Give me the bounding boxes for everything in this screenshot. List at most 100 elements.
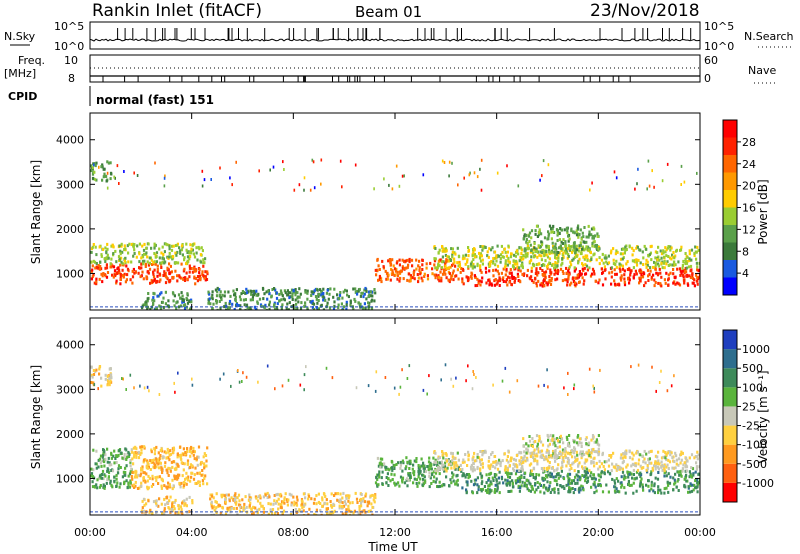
heatmap-cell [598, 256, 601, 260]
heatmap-cell [210, 494, 214, 498]
heatmap-cell [567, 482, 570, 486]
heatmap-cell [102, 175, 105, 179]
heatmap-cell [436, 469, 439, 473]
heatmap-cell [539, 250, 542, 254]
heatmap-cell [540, 258, 543, 262]
heatmap-cell [559, 227, 562, 230]
heatmap-cell [348, 513, 352, 515]
heatmap-cell [107, 468, 110, 472]
heatmap-cell [550, 227, 553, 231]
heatmap-cell [451, 253, 454, 257]
heatmap-cell [409, 459, 412, 463]
heatmap-cell [183, 279, 187, 282]
heatmap-cell [670, 257, 673, 261]
heatmap-cell [138, 260, 141, 264]
heatmap-cell [614, 485, 617, 489]
heatmap-cell [392, 264, 395, 268]
heatmap-cell [345, 300, 348, 304]
heatmap-cell [575, 450, 578, 454]
heatmap-cell [125, 479, 128, 483]
heatmap-cell [512, 264, 515, 268]
heatmap-cell [550, 279, 553, 283]
heatmap-cell [330, 492, 333, 496]
heatmap-cell [376, 269, 379, 273]
heatmap-cell [628, 268, 631, 272]
heatmap-cell [334, 492, 337, 496]
heatmap-cell [687, 283, 690, 287]
heatmap-cell [147, 474, 150, 478]
heatmap-cell [148, 510, 151, 514]
heatmap-cell [668, 460, 672, 464]
heatmap-cell [199, 278, 202, 282]
heatmap-cell [648, 266, 652, 270]
heatmap-cell [465, 491, 468, 495]
heatmap-cell [636, 450, 639, 454]
heatmap-cell [381, 259, 384, 263]
heatmap-cell [154, 463, 157, 467]
heatmap-cell [163, 250, 166, 254]
heatmap-cell [665, 454, 668, 457]
heatmap-cell [678, 473, 681, 477]
heatmap-cell [393, 467, 396, 470]
y-tick-label: 3000 [56, 178, 84, 191]
heatmap-cell [518, 462, 521, 466]
heatmap-cell [629, 273, 632, 277]
heatmap-cell [692, 281, 695, 285]
heatmap-cell [254, 308, 257, 310]
heatmap-cell [180, 262, 183, 266]
heatmap-cell [428, 456, 431, 460]
heatmap-cell [672, 272, 675, 276]
heatmap-cell [567, 442, 570, 446]
heatmap-cell [143, 445, 146, 449]
heatmap-cell [437, 251, 440, 255]
heatmap-cell [101, 165, 104, 169]
heatmap-cell [603, 472, 606, 476]
heatmap-cell [651, 169, 653, 173]
heatmap-cell [142, 277, 145, 281]
heatmap-cell [610, 266, 613, 270]
heatmap-cell [561, 451, 564, 455]
heatmap-cell [613, 489, 617, 493]
heatmap-cell [472, 370, 474, 373]
heatmap-cell [90, 381, 93, 384]
heatmap-cell [406, 477, 409, 481]
heatmap-cell [183, 462, 186, 466]
heatmap-cell [588, 230, 591, 234]
heatmap-cell [369, 494, 372, 498]
heatmap-cell [115, 485, 118, 488]
heatmap-cell [543, 263, 546, 267]
heatmap-cell [614, 272, 617, 276]
heatmap-cell [230, 506, 233, 510]
heatmap-cell [603, 265, 606, 269]
heatmap-cell [685, 274, 688, 278]
heatmap-cell [179, 456, 182, 460]
heatmap-cell [440, 276, 443, 280]
heatmap-cell [157, 462, 160, 466]
heatmap-cell [249, 298, 252, 302]
heatmap-cell [496, 269, 499, 273]
heatmap-cell [109, 265, 112, 269]
heatmap-cell [621, 470, 625, 474]
heatmap-cell [444, 249, 447, 253]
heatmap-cell [520, 248, 523, 252]
heatmap-cell [677, 282, 680, 286]
heatmap-cell [492, 479, 495, 482]
heatmap-cell [112, 454, 115, 458]
heatmap-cell [180, 291, 183, 295]
heatmap-cell [666, 246, 669, 250]
heatmap-cell [180, 244, 184, 248]
heatmap-cell [523, 234, 526, 238]
heatmap-cell [688, 456, 691, 460]
heatmap-cell [423, 469, 426, 473]
heatmap-cell [367, 301, 370, 305]
heatmap-cell [630, 365, 632, 369]
heatmap-cell [202, 264, 205, 268]
heatmap-cell [125, 278, 128, 282]
heatmap-cell [133, 451, 136, 455]
heatmap-cell [558, 232, 561, 235]
heatmap-cell [117, 464, 121, 468]
heatmap-cell [211, 307, 214, 310]
heatmap-cell [585, 473, 588, 477]
colorbar-swatch [723, 425, 737, 445]
heatmap-cell [615, 249, 618, 253]
